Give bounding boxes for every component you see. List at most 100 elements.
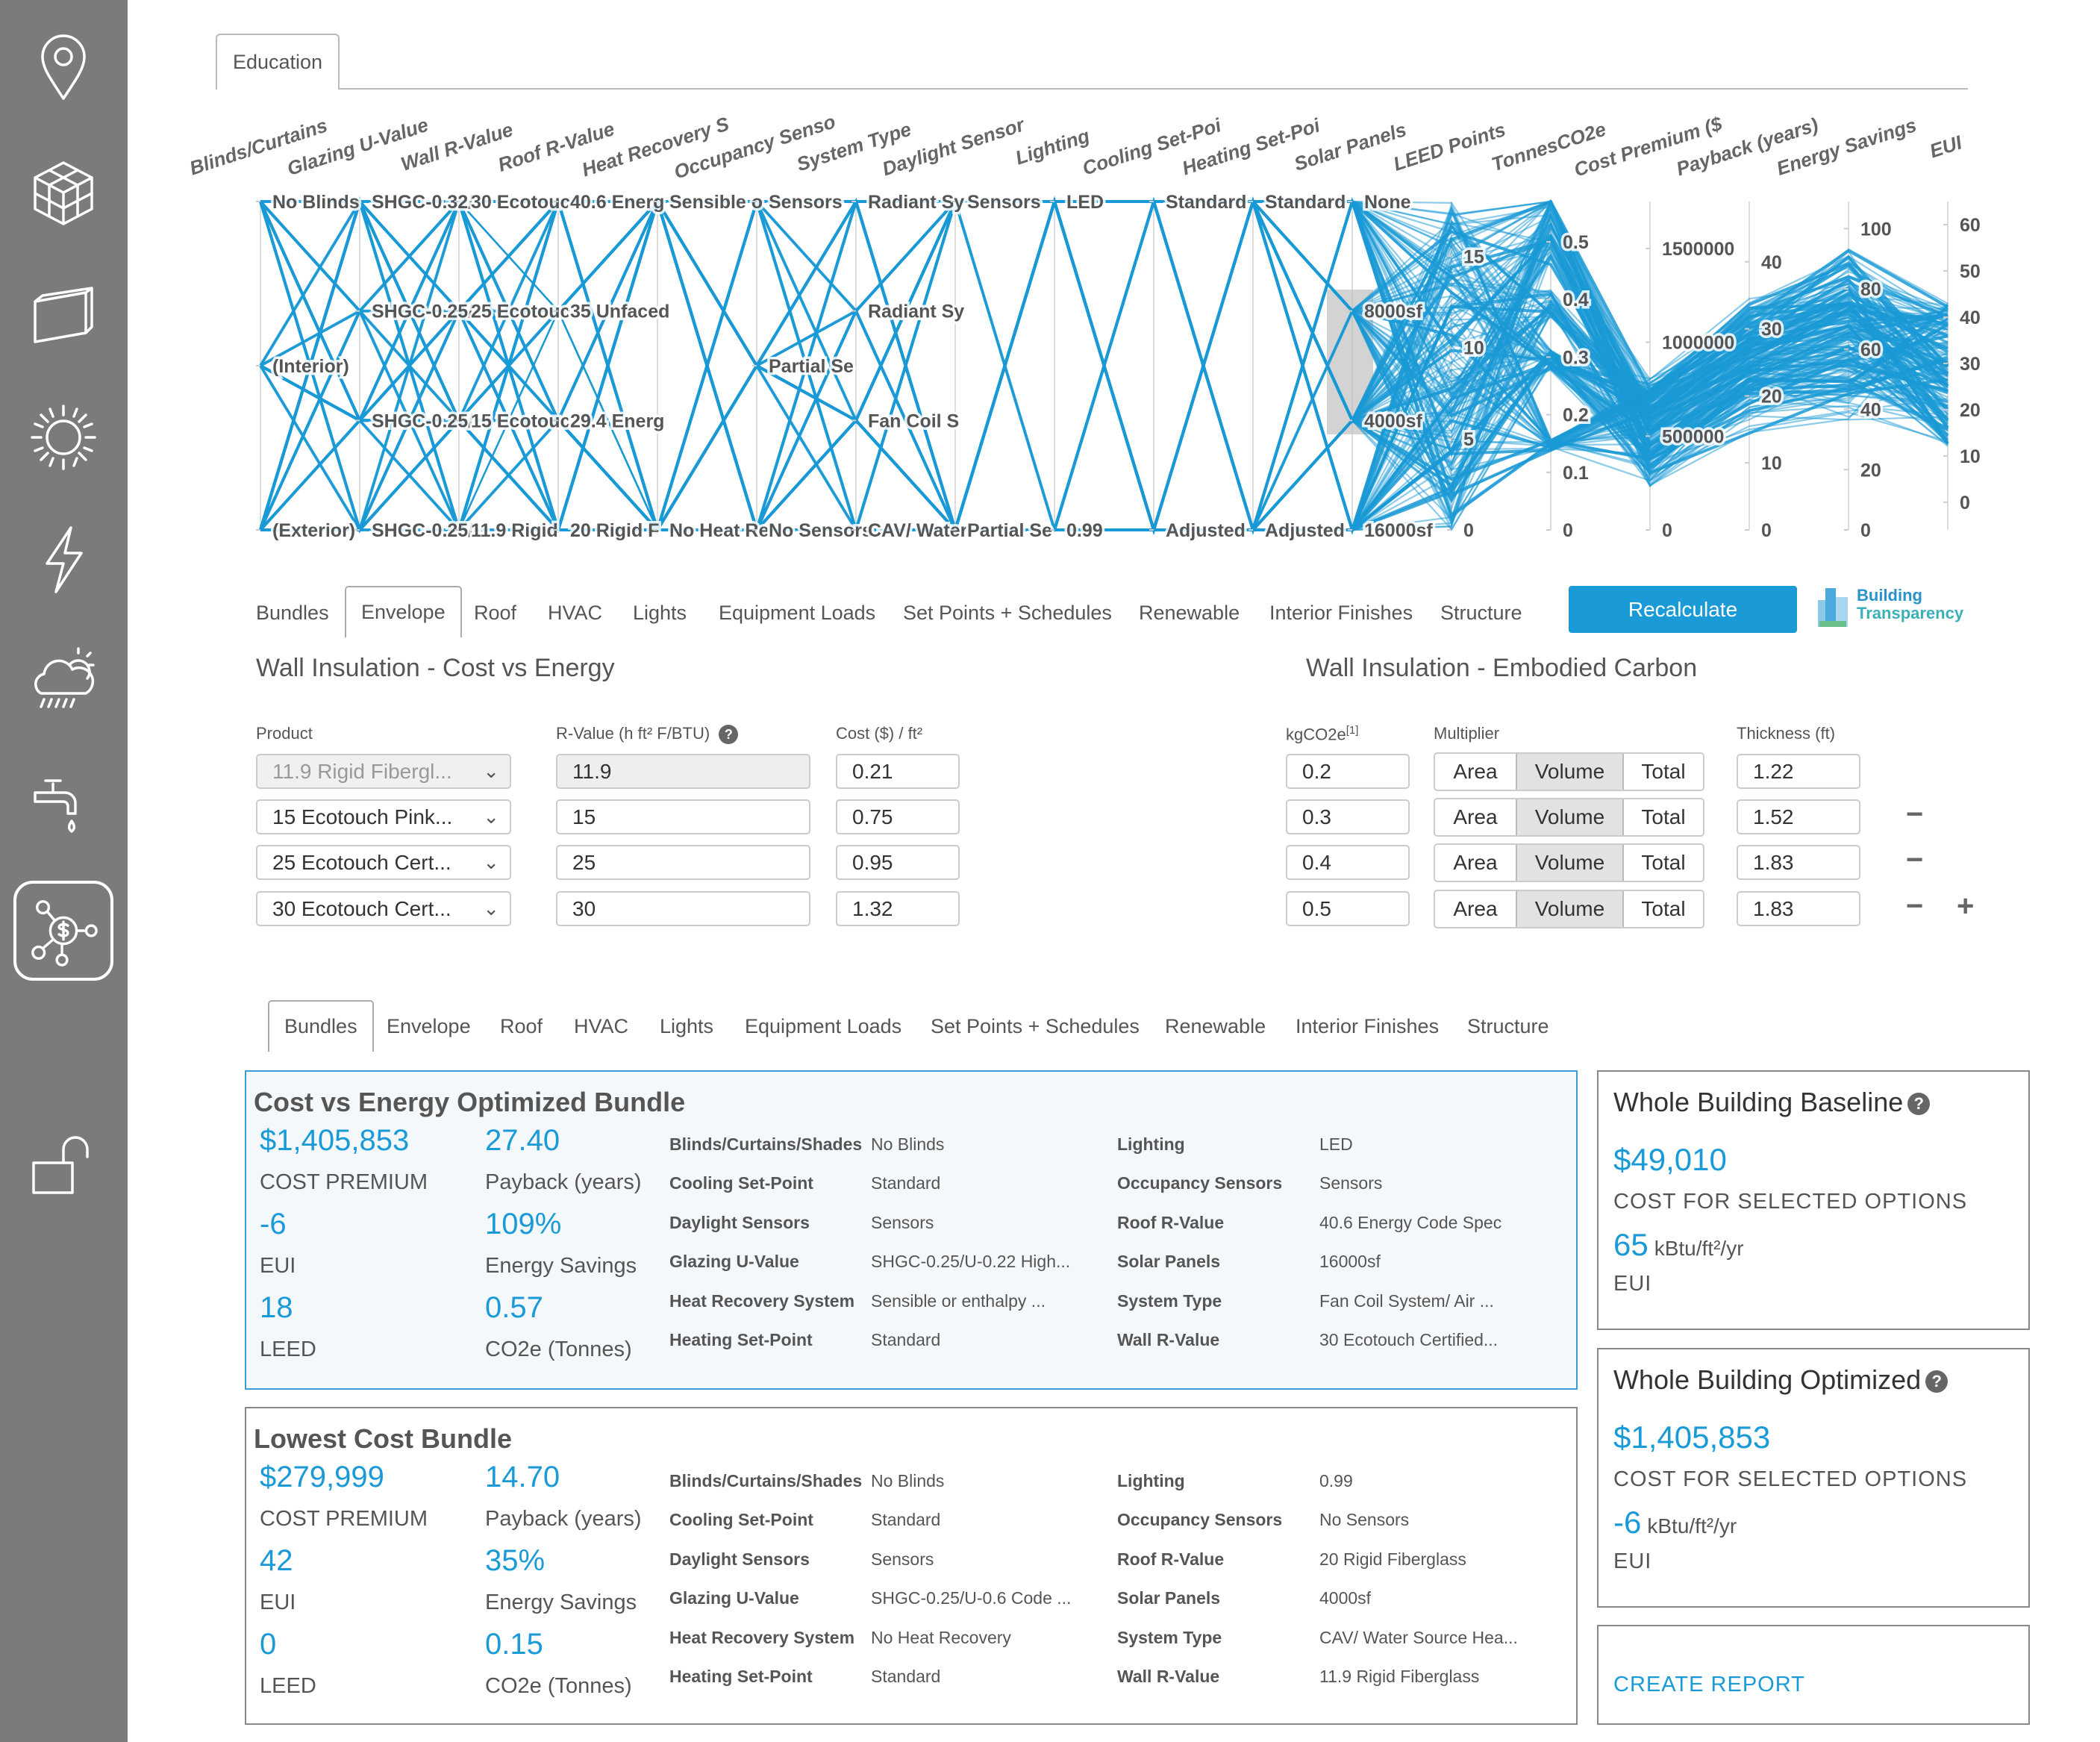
rvalue-input[interactable]: 15 [556, 799, 810, 834]
rvalue-input[interactable]: 25 [556, 845, 810, 880]
tick-label: Sensible o [669, 192, 763, 213]
tab-lights[interactable]: Lights [660, 1015, 714, 1037]
metric-label: Energy Savings [485, 1254, 637, 1278]
multiplier-total[interactable]: Total [1641, 851, 1686, 874]
multiplier-total[interactable]: Total [1641, 805, 1686, 828]
remove-row-button[interactable]: − [1906, 843, 1924, 876]
tab-roof[interactable]: Roof [500, 1015, 543, 1037]
product-select[interactable]: 30 Ecotouch Cert... ⌄ [256, 891, 511, 926]
tab-bundles[interactable]: Bundles [268, 1000, 374, 1052]
tab-equipment-loads[interactable]: Equipment Loads [719, 602, 876, 624]
optimized-bundle-card[interactable]: Cost vs Energy Optimized Bundle $1,405,85… [245, 1070, 1578, 1390]
kgco2e-input[interactable]: 0.4 [1286, 845, 1410, 880]
product-select[interactable]: 25 Ecotouch Cert... ⌄ [256, 845, 511, 880]
faucet-icon[interactable] [26, 770, 101, 845]
tab-hvac[interactable]: HVAC [548, 602, 603, 624]
create-report-link[interactable]: CREATE REPORT [1613, 1673, 1805, 1696]
recalculate-button[interactable]: Recalculate [1569, 586, 1797, 633]
tab-interior-finishes[interactable]: Interior Finishes [1296, 1015, 1440, 1037]
multiplier-volume[interactable]: Volume [1516, 845, 1624, 881]
tick-label: 0 [1761, 520, 1772, 541]
cost-network-icon[interactable] [13, 881, 113, 981]
product-select[interactable]: 15 Ecotouch Pink... ⌄ [256, 799, 511, 834]
lowest-cost-bundle-card[interactable]: Lowest Cost Bundle $279,999 COST PREMIUM 14… [245, 1407, 1578, 1725]
multiplier-header: Multiplier [1434, 724, 1500, 743]
tab-structure[interactable]: Structure [1440, 602, 1522, 624]
footnote-link[interactable]: [1] [1346, 724, 1359, 737]
tab-renewable[interactable]: Renewable [1165, 1015, 1266, 1037]
detail-value: Sensors [871, 1212, 934, 1232]
thickness-input[interactable]: 1.22 [1737, 754, 1860, 789]
multiplier-volume[interactable]: Volume [1516, 891, 1624, 927]
cost-input[interactable]: 0.21 [836, 754, 960, 789]
add-row-button[interactable]: + [1957, 890, 1975, 922]
help-icon[interactable]: ? [1925, 1370, 1949, 1393]
tab-structure[interactable]: Structure [1467, 1015, 1549, 1037]
cost-input[interactable]: 1.32 [836, 891, 960, 926]
multiplier-area[interactable]: Area [1453, 897, 1498, 920]
product-value: 11.9 Rigid Fibergl... [272, 759, 452, 783]
tab-bundles[interactable]: Bundles [256, 602, 329, 624]
metric-label: EUI [260, 1254, 296, 1278]
multiplier-volume[interactable]: Volume [1516, 799, 1624, 835]
tick-label: 0 [1563, 520, 1573, 541]
rvalue-header: R-Value (h ft² F/BTU) ? [556, 724, 739, 745]
multiplier-area[interactable]: Area [1453, 851, 1498, 874]
axis-label[interactable]: EUI [1927, 131, 1965, 162]
metric-label: Payback (years) [485, 1170, 642, 1194]
tick-label: 20 [1761, 386, 1782, 407]
building-transparency-logo[interactable]: Building Transparency [1815, 584, 1972, 628]
tab-set-points-schedules[interactable]: Set Points + Schedules [931, 1015, 1140, 1037]
tab-envelope[interactable]: Envelope [345, 586, 462, 637]
help-icon[interactable]: ? [1907, 1093, 1931, 1116]
multiplier-area[interactable]: Area [1453, 805, 1498, 828]
multiplier-total[interactable]: Total [1641, 897, 1686, 920]
kgco2e-input[interactable]: 0.5 [1286, 891, 1410, 926]
detail-label: Wall R-Value [1117, 1330, 1220, 1349]
tab-hvac[interactable]: HVAC [574, 1015, 629, 1037]
tab-envelope[interactable]: Envelope [387, 1015, 471, 1037]
tick-label: 40 [1761, 252, 1782, 273]
unlock-icon[interactable] [26, 1127, 101, 1202]
tab-set-points-schedules[interactable]: Set Points + Schedules [903, 602, 1112, 624]
cloud-rain-sun-icon[interactable] [26, 643, 101, 717]
location-pin-icon[interactable] [26, 30, 101, 104]
thickness-input[interactable]: 1.83 [1737, 891, 1860, 926]
optimized-eui: -6 kBtu/ft²/yr [1613, 1505, 1737, 1540]
baseline-card: Whole Building Baseline? $49,010 COST FO… [1597, 1070, 2030, 1330]
metric-label: COST PREMIUM [260, 1507, 428, 1531]
cube-icon[interactable] [26, 155, 101, 230]
thickness-input[interactable]: 1.83 [1737, 845, 1860, 880]
tick-label: 11.9 Rigid [471, 520, 558, 541]
tab-roof[interactable]: Roof [474, 602, 517, 624]
multiplier-area[interactable]: Area [1453, 760, 1498, 783]
sun-icon[interactable] [26, 400, 101, 475]
kgco2e-input[interactable]: 0.3 [1286, 799, 1410, 834]
tab-education[interactable]: Education [216, 34, 340, 90]
multiplier-volume[interactable]: Volume [1516, 754, 1624, 790]
detail-value: Sensors [1319, 1173, 1383, 1193]
rvalue-input[interactable]: 11.9 [556, 754, 810, 789]
rvalue-input[interactable]: 30 [556, 891, 810, 926]
tab-lights[interactable]: Lights [633, 602, 687, 624]
multiplier-total[interactable]: Total [1641, 760, 1686, 783]
lightning-icon[interactable] [26, 522, 101, 596]
cost-input[interactable]: 0.75 [836, 799, 960, 834]
tab-interior-finishes[interactable]: Interior Finishes [1269, 602, 1413, 624]
kgco2e-input[interactable]: 0.2 [1286, 754, 1410, 789]
tab-equipment-loads[interactable]: Equipment Loads [745, 1015, 902, 1037]
thickness-input[interactable]: 1.52 [1737, 799, 1860, 834]
help-icon[interactable]: ? [719, 725, 739, 745]
tab-renewable[interactable]: Renewable [1139, 602, 1240, 624]
cost-input[interactable]: 0.95 [836, 845, 960, 880]
baseline-eui-label: EUI [1613, 1272, 1652, 1296]
axis-label[interactable]: LEED Points [1390, 118, 1508, 175]
tick-label: 20 [1960, 400, 1981, 421]
remove-row-button[interactable]: − [1906, 890, 1924, 922]
panel-icon[interactable] [26, 279, 101, 354]
remove-row-button[interactable]: − [1906, 798, 1924, 831]
metric-value: 14.70 [485, 1461, 560, 1493]
product-select[interactable]: 11.9 Rigid Fibergl... ⌄ [256, 754, 511, 789]
chevron-down-icon: ⌄ [483, 897, 499, 920]
